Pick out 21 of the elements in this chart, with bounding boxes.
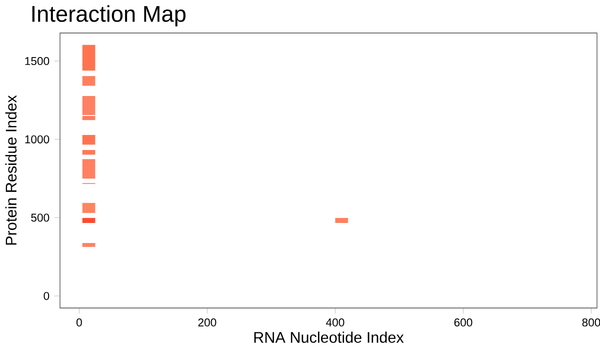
- x-tick-label: 200: [198, 318, 216, 326]
- bar: [82, 202, 96, 213]
- bar: [82, 243, 96, 247]
- x-axis-title: RNA Nucleotide Index: [254, 332, 404, 343]
- bar: [82, 218, 96, 223]
- x-tick-label: 800: [582, 318, 600, 326]
- y-tick-label: 1000: [25, 135, 50, 144]
- bar: [82, 134, 96, 145]
- y-tick-label: 1500: [25, 57, 50, 66]
- chart-title: Interaction Map: [32, 5, 186, 26]
- bar: [82, 150, 96, 155]
- x-tick-label: 600: [454, 318, 472, 326]
- x-tick-label: 0: [76, 318, 82, 326]
- bar: [335, 218, 348, 223]
- y-axis-title: Protein Residue Index: [5, 95, 17, 245]
- x-tick-label: 400: [326, 318, 344, 326]
- y-tick-label: 0: [44, 292, 50, 300]
- y-tick-label: 500: [31, 214, 50, 222]
- bar: [82, 44, 96, 71]
- bar: [82, 76, 96, 86]
- bar: [82, 159, 96, 179]
